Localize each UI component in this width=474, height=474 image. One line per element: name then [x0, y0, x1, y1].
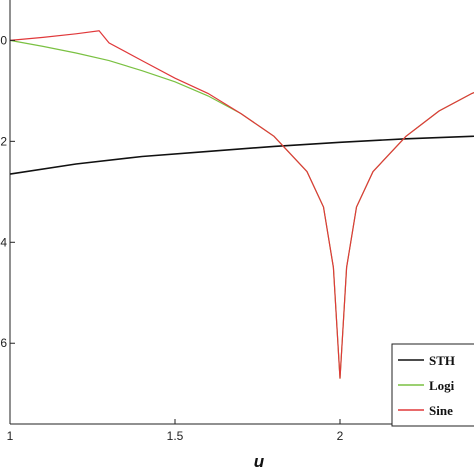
x-axis-title: u — [254, 452, 265, 471]
y-tick-label: -2 — [0, 134, 7, 148]
y-tick-label: -6 — [0, 336, 7, 350]
y-tick-label: -4 — [0, 235, 7, 249]
legend-label-sth: STH — [429, 353, 455, 368]
legend-label-logi: Logi — [429, 378, 455, 393]
series-line-sine — [9, 30, 474, 379]
legend: STH Logi Sine — [391, 343, 474, 427]
x-tick-label: 1.5 — [167, 429, 184, 443]
x-tick-label: 1 — [7, 429, 14, 443]
series-layer — [9, 30, 474, 379]
series-line-sth — [9, 135, 474, 175]
y-tick-label: 0 — [0, 33, 7, 47]
x-tick-label: 2 — [337, 429, 344, 443]
legend-label-sine: Sine — [429, 403, 453, 418]
x-ticks: 11.522.533.5 — [7, 419, 344, 443]
y-ticks: 0 -2 -4 -6 — [0, 33, 15, 350]
